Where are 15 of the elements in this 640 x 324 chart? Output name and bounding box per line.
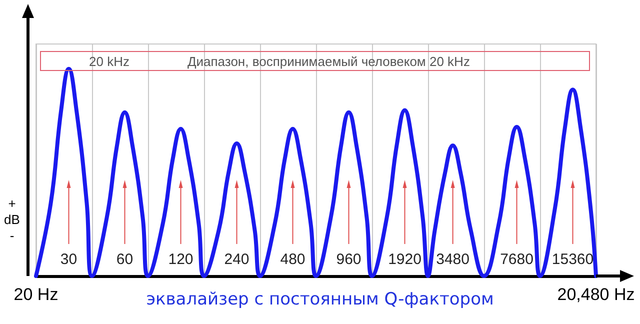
x-tick-label: 20,480 Hz: [557, 285, 635, 304]
annotation: 3480: [436, 251, 470, 268]
annotation: 7680: [500, 251, 534, 268]
annotation: 480: [280, 251, 306, 268]
text: эквалайзер с постоянным Q-фактором: [146, 290, 494, 310]
annotation: 30: [60, 251, 78, 268]
annotation: 15360: [552, 251, 594, 268]
annotation: 960: [336, 251, 362, 268]
annotation: 60: [116, 251, 134, 268]
x-tick-label: 20 Hz: [14, 285, 58, 304]
annotation: 120: [168, 251, 194, 268]
y-axis-title: + dB -: [4, 196, 20, 243]
annotation: 1920: [388, 251, 422, 268]
text-frame: 20 kHz Диапазон, воспринимаемый человеком 20 kHz: [40, 51, 590, 71]
annotation: 240: [224, 251, 250, 268]
